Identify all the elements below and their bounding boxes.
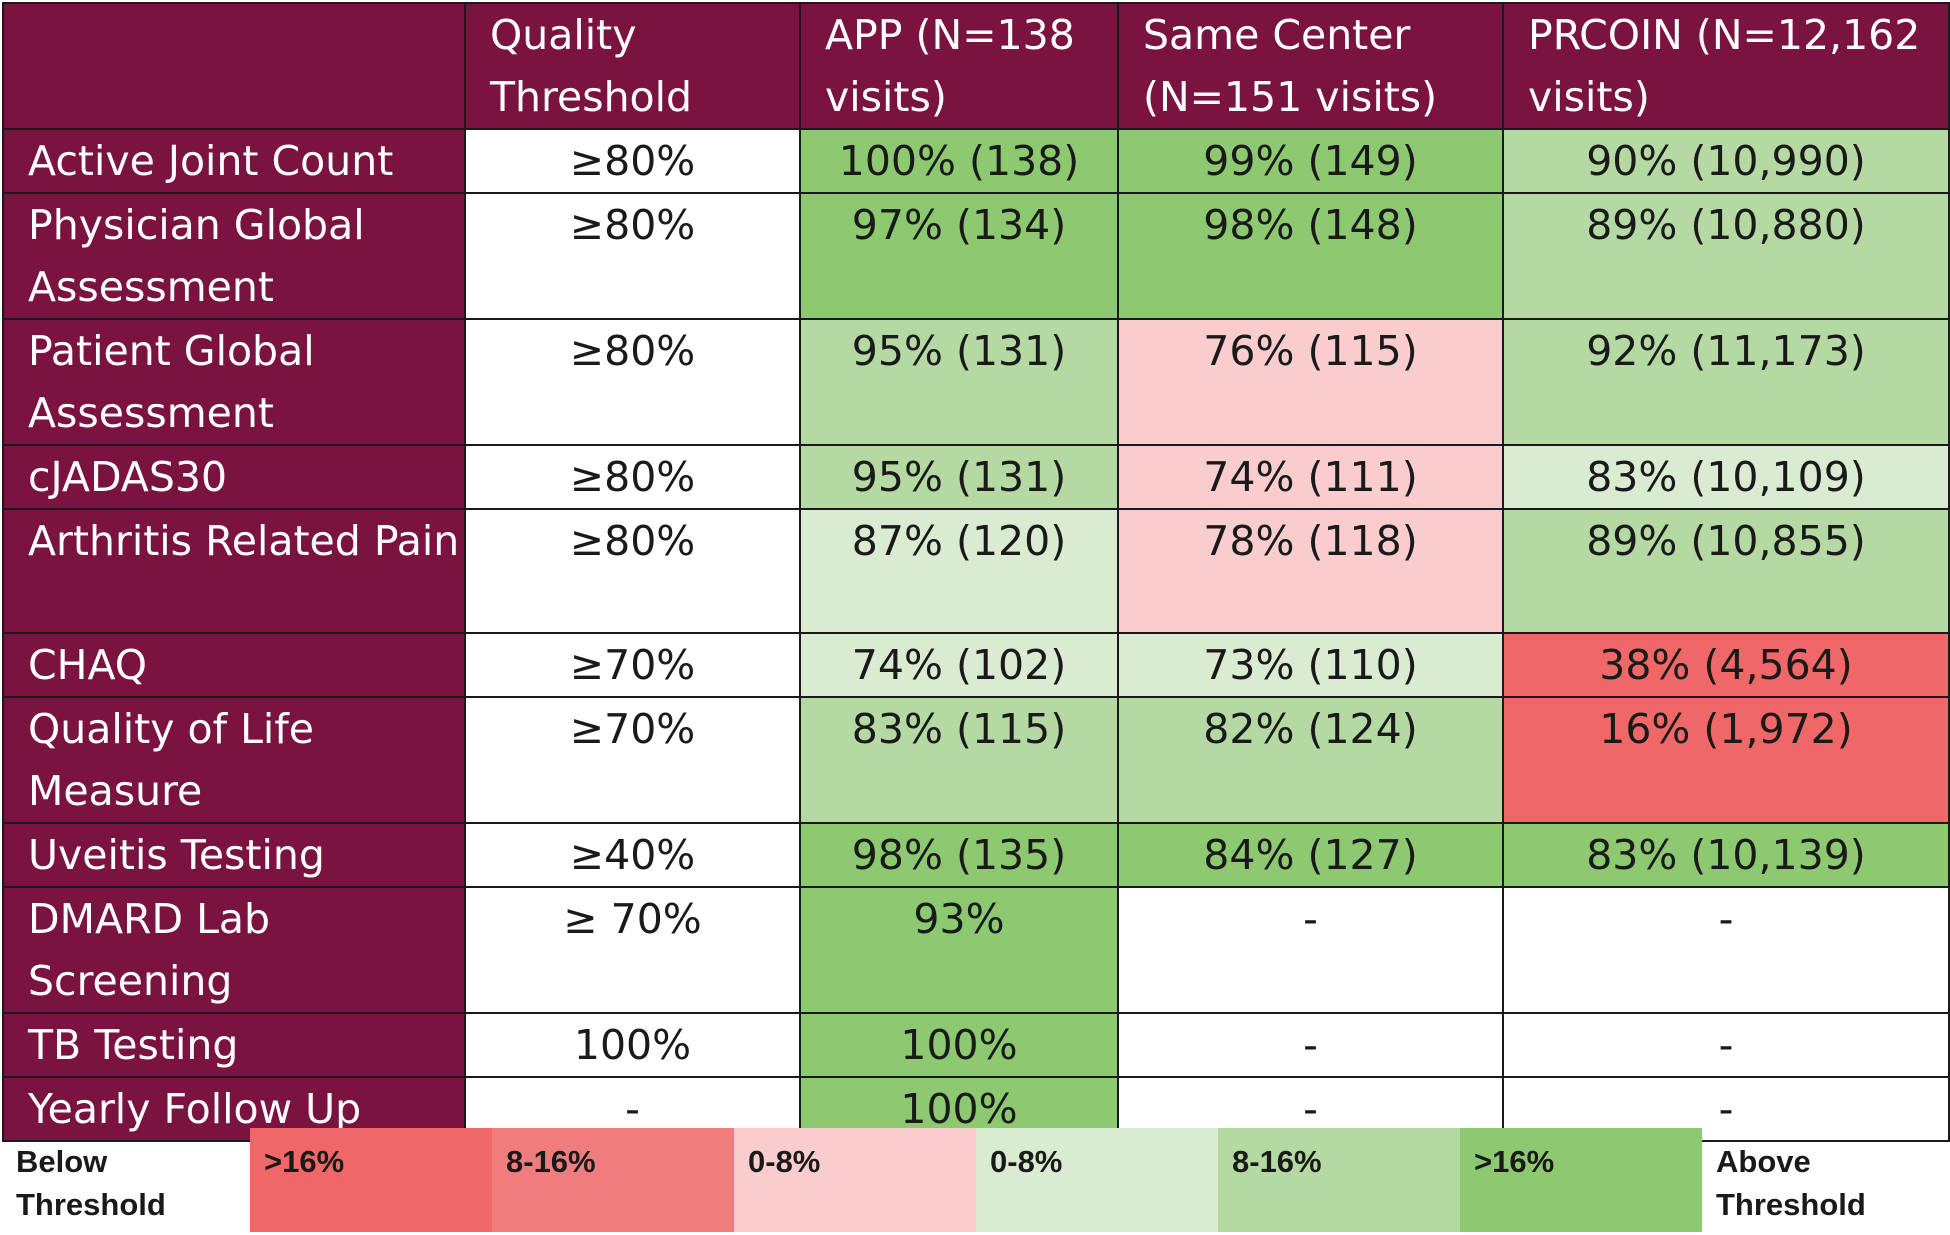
header-quality-threshold: Quality Threshold — [464, 2, 801, 130]
row-label: CHAQ — [2, 632, 466, 698]
table-row: Uveitis Testing ≥40% 98% (135) 84% (127)… — [2, 822, 1950, 888]
threshold-cell: ≥80% — [464, 318, 801, 446]
prcoin-cell: 89% (10,880) — [1502, 192, 1950, 320]
header-blank — [2, 2, 466, 130]
same-center-cell: 78% (118) — [1117, 508, 1504, 634]
prcoin-cell: 90% (10,990) — [1502, 128, 1950, 194]
prcoin-cell: 92% (11,173) — [1502, 318, 1950, 446]
app-cell: 74% (102) — [799, 632, 1119, 698]
row-label: Active Joint Count — [2, 128, 466, 194]
table-row: TB Testing 100% 100% - - — [2, 1012, 1950, 1078]
app-cell: 95% (131) — [799, 318, 1119, 446]
row-label: TB Testing — [2, 1012, 466, 1078]
table-row: Arthritis Related Pain ≥80% 87% (120) 78… — [2, 508, 1950, 634]
header-same-center: Same Center (N=151 visits) — [1117, 2, 1504, 130]
table-row: Patient Global Assessment ≥80% 95% (131)… — [2, 318, 1950, 446]
legend-bin-below-mid: 8-16% — [492, 1128, 734, 1232]
threshold-cell: ≥ 70% — [464, 886, 801, 1014]
table-row: Active Joint Count ≥80% 100% (138) 99% (… — [2, 128, 1950, 194]
prcoin-cell: 89% (10,855) — [1502, 508, 1950, 634]
same-center-cell: 73% (110) — [1117, 632, 1504, 698]
row-label: Quality of Life Measure — [2, 696, 466, 824]
threshold-cell: ≥70% — [464, 632, 801, 698]
threshold-cell: ≥80% — [464, 508, 801, 634]
row-label: DMARD Lab Screening — [2, 886, 466, 1014]
quality-metrics-table: Quality Threshold APP (N=138 visits) Sam… — [2, 2, 1950, 1142]
row-label: Arthritis Related Pain — [2, 508, 466, 634]
same-center-cell: - — [1117, 886, 1504, 1014]
table-row: CHAQ ≥70% 74% (102) 73% (110) 38% (4,564… — [2, 632, 1950, 698]
app-cell: 98% (135) — [799, 822, 1119, 888]
prcoin-cell: 38% (4,564) — [1502, 632, 1950, 698]
row-label: Physician Global Assessment — [2, 192, 466, 320]
header-prcoin: PRCOIN (N=12,162 visits) — [1502, 2, 1950, 130]
same-center-cell: 84% (127) — [1117, 822, 1504, 888]
header-row: Quality Threshold APP (N=138 visits) Sam… — [2, 2, 1950, 130]
threshold-cell: ≥40% — [464, 822, 801, 888]
same-center-cell: 82% (124) — [1117, 696, 1504, 824]
legend-above-threshold-label: Above Threshold — [1716, 1144, 1866, 1222]
threshold-cell: ≥80% — [464, 192, 801, 320]
same-center-cell: 98% (148) — [1117, 192, 1504, 320]
threshold-cell: ≥80% — [464, 128, 801, 194]
app-cell: 100% — [799, 1012, 1119, 1078]
same-center-cell: 74% (111) — [1117, 444, 1504, 510]
app-cell: 97% (134) — [799, 192, 1119, 320]
threshold-cell: ≥70% — [464, 696, 801, 824]
legend-bin-above-low: 0-8% — [976, 1128, 1218, 1232]
same-center-cell: 99% (149) — [1117, 128, 1504, 194]
header-app: APP (N=138 visits) — [799, 2, 1119, 130]
threshold-cell: ≥80% — [464, 444, 801, 510]
row-label: Yearly Follow Up — [2, 1076, 466, 1142]
quality-table-container: Quality Threshold APP (N=138 visits) Sam… — [2, 2, 1950, 1142]
threshold-cell: 100% — [464, 1012, 801, 1078]
app-cell: 100% (138) — [799, 128, 1119, 194]
same-center-cell: 76% (115) — [1117, 318, 1504, 446]
legend-bin-below-low: 0-8% — [734, 1128, 976, 1232]
prcoin-cell: - — [1502, 1012, 1950, 1078]
same-center-cell: - — [1117, 1012, 1504, 1078]
prcoin-cell: 16% (1,972) — [1502, 696, 1950, 824]
app-cell: 93% — [799, 886, 1119, 1014]
row-label: Uveitis Testing — [2, 822, 466, 888]
legend-bin-below-high: >16% — [250, 1128, 492, 1232]
legend-bin-above-mid: 8-16% — [1218, 1128, 1460, 1232]
row-label: Patient Global Assessment — [2, 318, 466, 446]
prcoin-cell: 83% (10,109) — [1502, 444, 1950, 510]
app-cell: 87% (120) — [799, 508, 1119, 634]
app-cell: 83% (115) — [799, 696, 1119, 824]
table-row: cJADAS30 ≥80% 95% (131) 74% (111) 83% (1… — [2, 444, 1950, 510]
table-row: Physician Global Assessment ≥80% 97% (13… — [2, 192, 1950, 320]
color-legend: Below Threshold >16% 8-16% 0-8% 0-8% 8-1… — [2, 1128, 1948, 1232]
legend-below-threshold-label: Below Threshold — [16, 1144, 166, 1222]
prcoin-cell: 83% (10,139) — [1502, 822, 1950, 888]
row-label: cJADAS30 — [2, 444, 466, 510]
legend-bin-above-high: >16% — [1460, 1128, 1702, 1232]
prcoin-cell: - — [1502, 886, 1950, 1014]
table-row: Quality of Life Measure ≥70% 83% (115) 8… — [2, 696, 1950, 824]
app-cell: 95% (131) — [799, 444, 1119, 510]
table-row: DMARD Lab Screening ≥ 70% 93% - - — [2, 886, 1950, 1014]
